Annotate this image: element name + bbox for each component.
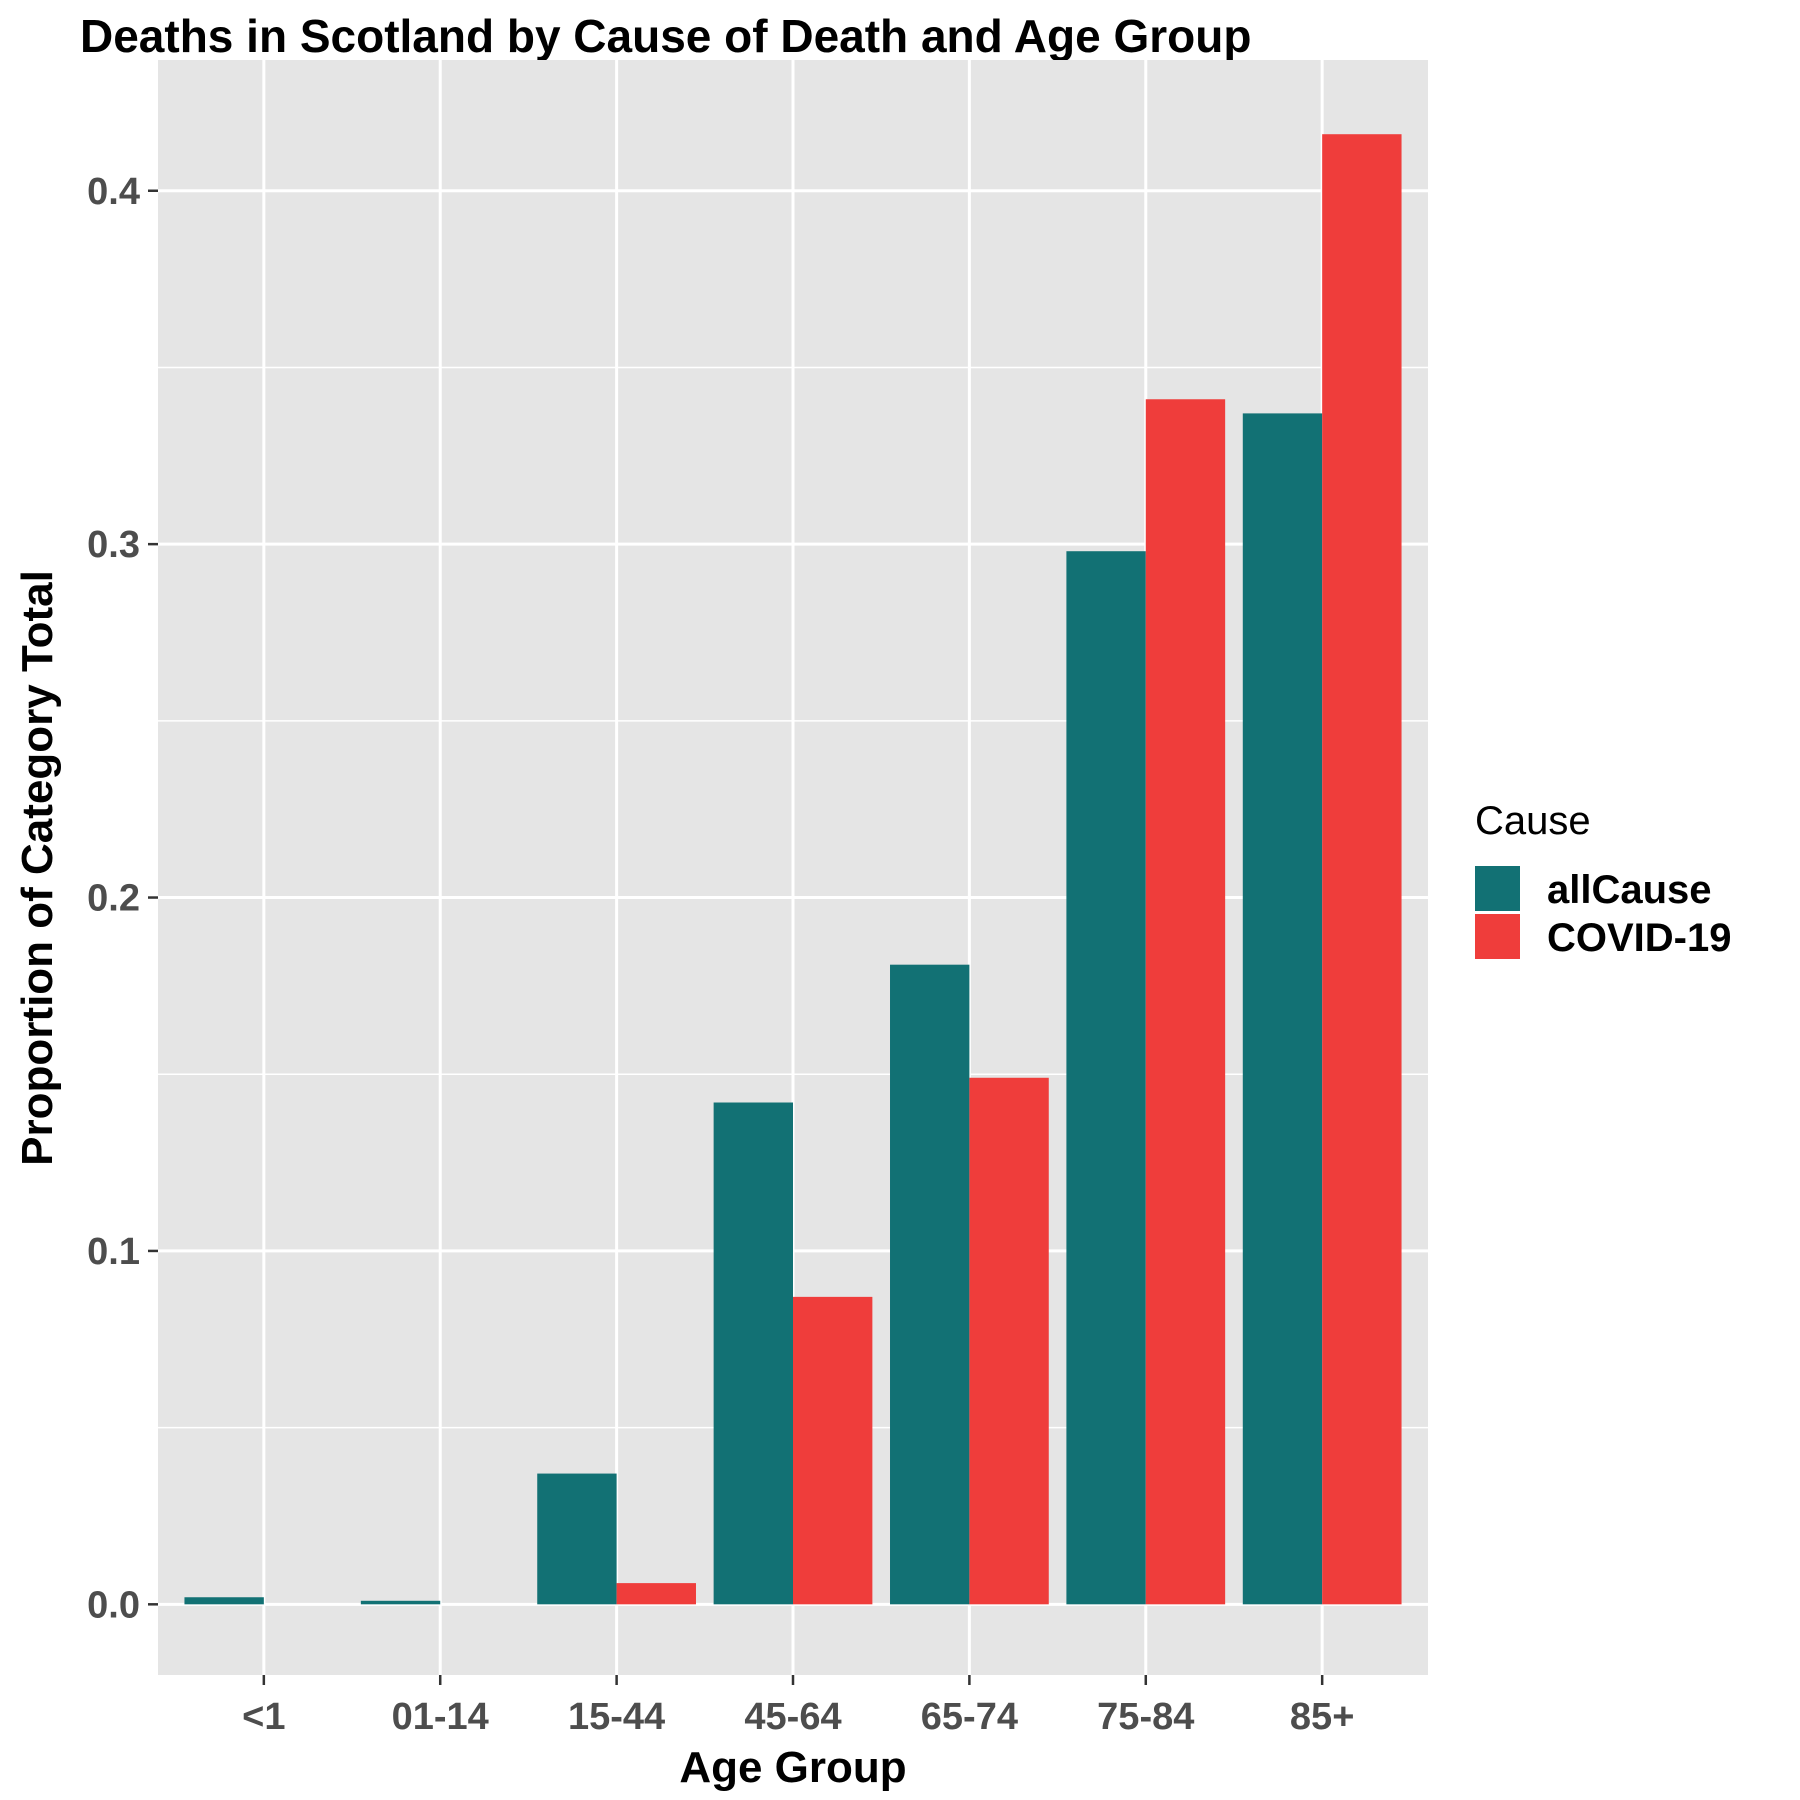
bar bbox=[969, 1077, 1049, 1605]
x-tick-label: 45-64 bbox=[744, 1696, 841, 1738]
legend-title: Cause bbox=[1475, 799, 1591, 843]
x-axis: <1 01-14 15-44 45-64 65-74 75-84 85+ bbox=[242, 1675, 1354, 1738]
y-axis: 0.0 0.1 0.2 0.3 0.4 bbox=[87, 171, 158, 1626]
bar bbox=[1066, 551, 1146, 1605]
y-tick-label: 0.1 bbox=[87, 1231, 140, 1273]
y-tick-label: 0.2 bbox=[87, 878, 140, 920]
legend-swatch bbox=[1475, 866, 1520, 911]
chart-title: Deaths in Scotland by Cause of Death and… bbox=[80, 10, 1251, 62]
x-tick-label: 75-84 bbox=[1097, 1696, 1194, 1738]
x-tick-label: 15-44 bbox=[568, 1696, 665, 1738]
y-tick-label: 0.4 bbox=[87, 171, 140, 213]
bar bbox=[890, 964, 970, 1605]
bar bbox=[793, 1296, 873, 1605]
bar bbox=[1322, 134, 1402, 1605]
x-tick-label: 65-74 bbox=[921, 1696, 1018, 1738]
y-tick-label: 0.3 bbox=[87, 524, 140, 566]
x-tick-label: <1 bbox=[242, 1696, 285, 1738]
y-axis-title: Proportion of Category Total bbox=[13, 570, 62, 1166]
bar bbox=[184, 1597, 264, 1605]
legend-swatch bbox=[1475, 914, 1520, 959]
legend-label: COVID-19 bbox=[1547, 916, 1732, 960]
legend-label: allCause bbox=[1547, 868, 1712, 912]
x-tick-label: 01-14 bbox=[392, 1696, 489, 1738]
bar bbox=[537, 1473, 617, 1605]
bar bbox=[1145, 399, 1226, 1605]
bar bbox=[360, 1600, 441, 1605]
bars bbox=[184, 134, 1402, 1605]
bar bbox=[616, 1583, 696, 1605]
bar bbox=[713, 1102, 793, 1605]
bar bbox=[1242, 413, 1323, 1605]
x-axis-title: Age Group bbox=[679, 1743, 906, 1792]
y-tick-label: 0.0 bbox=[87, 1584, 140, 1626]
x-tick-label: 85+ bbox=[1290, 1696, 1354, 1738]
